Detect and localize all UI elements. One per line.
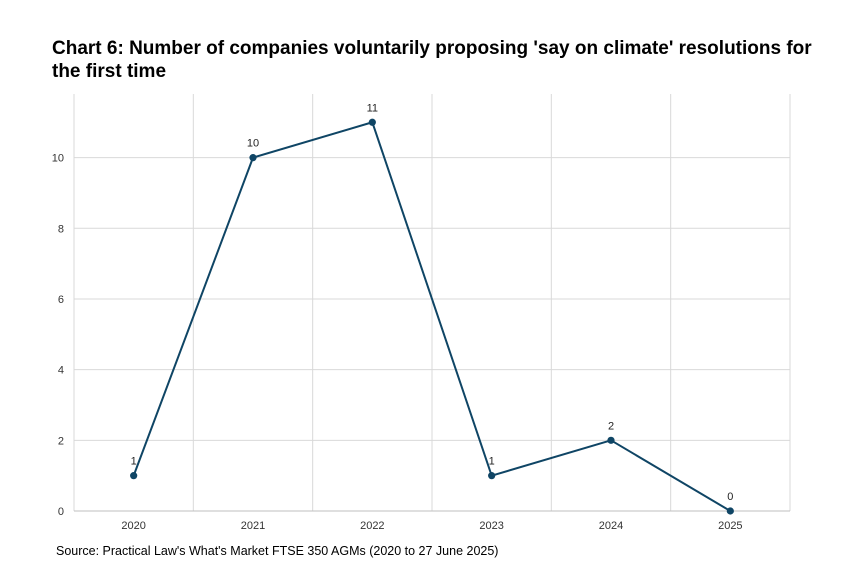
y-tick-label-10: 10 <box>52 153 64 165</box>
data-point-2023 <box>488 472 496 480</box>
series-line-0 <box>132 121 731 512</box>
data-label-2025: 0 <box>727 491 733 503</box>
x-tick-label-2023: 2023 <box>479 520 503 532</box>
series <box>130 118 734 515</box>
data-label-2023: 1 <box>489 456 495 468</box>
x-tick-label-2022: 2022 <box>360 520 384 532</box>
chart-title: Chart 6: Number of companies voluntarily… <box>52 38 812 82</box>
y-tick-label-2: 2 <box>58 435 64 447</box>
data-label-2024: 2 <box>608 420 614 432</box>
data-point-2020 <box>130 472 138 480</box>
y-tick-label-6: 6 <box>58 294 64 306</box>
y-tick-label-8: 8 <box>58 223 64 235</box>
x-tick-label-2025: 2025 <box>718 520 742 532</box>
data-point-2021 <box>249 154 257 162</box>
data-point-2024 <box>607 436 615 444</box>
x-tick-label-2021: 2021 <box>241 520 265 532</box>
x-tick-label-2020: 2020 <box>121 520 145 532</box>
source-note: Source: Practical Law's What's Market FT… <box>56 544 499 558</box>
data-point-2022 <box>368 118 376 126</box>
data-point-2025 <box>726 507 734 515</box>
y-tick-label-0: 0 <box>58 506 64 518</box>
data-label-2020: 1 <box>131 456 137 468</box>
data-label-2021: 10 <box>247 138 259 150</box>
y-tick-label-4: 4 <box>58 365 64 377</box>
x-tick-label-2024: 2024 <box>599 520 623 532</box>
gridlines <box>73 94 791 511</box>
data-label-2022: 11 <box>367 102 378 114</box>
